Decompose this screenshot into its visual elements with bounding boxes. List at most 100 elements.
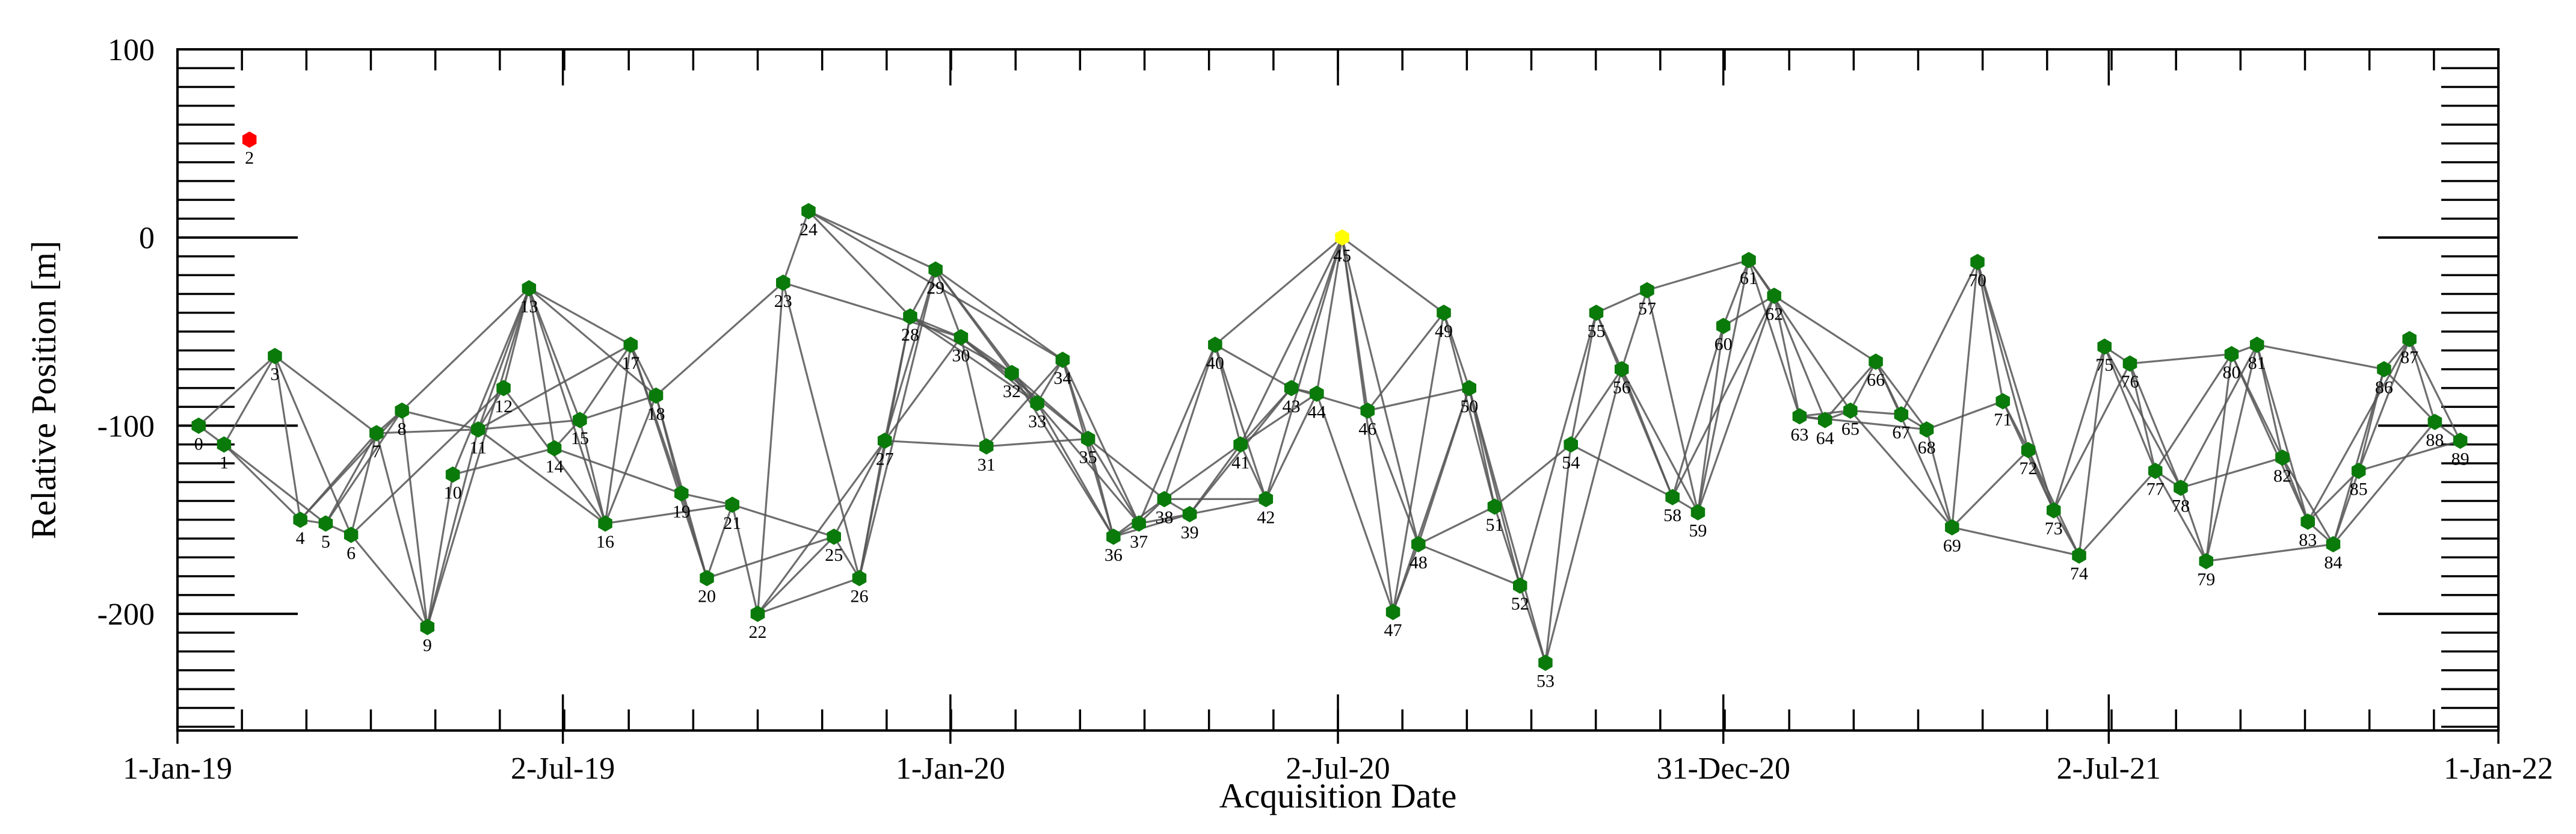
point-label-73: 73 bbox=[2045, 519, 2063, 539]
point-label-60: 60 bbox=[1715, 335, 1733, 354]
acquisition-point-14 bbox=[547, 440, 562, 457]
point-label-89: 89 bbox=[2451, 449, 2470, 469]
baseline-edge-39-42 bbox=[1189, 498, 1266, 515]
acquisition-point-61 bbox=[1742, 252, 1756, 268]
baseline-edge-82-84 bbox=[2281, 457, 2334, 545]
point-label-43: 43 bbox=[1283, 397, 1301, 416]
baseline-edge-61-63 bbox=[1748, 259, 1801, 417]
point-label-33: 33 bbox=[1028, 412, 1046, 431]
baseline-edge-16-17 bbox=[604, 344, 632, 524]
y-tick-label: 0 bbox=[139, 221, 155, 256]
baseline-edge-4-8 bbox=[299, 410, 403, 520]
acquisition-point-72 bbox=[2021, 442, 2036, 459]
acquisition-point-59 bbox=[1690, 504, 1706, 520]
baseline-edge-60-62 bbox=[1722, 295, 1775, 327]
point-label-74: 74 bbox=[2070, 564, 2088, 584]
baseline-edge-83-85 bbox=[2307, 470, 2359, 523]
baseline-edge-27-28 bbox=[884, 316, 911, 441]
acquisition-point-68 bbox=[1919, 421, 1934, 438]
baseline-edge-10-14 bbox=[452, 447, 555, 476]
baseline-edge-16-18 bbox=[604, 395, 658, 524]
acquisition-point-66 bbox=[1869, 353, 1883, 370]
point-label-67: 67 bbox=[1892, 423, 1910, 443]
baseline-edge-10-13 bbox=[452, 288, 530, 475]
acquisition-point-21 bbox=[725, 496, 739, 513]
baseline-edge-35-36 bbox=[1087, 438, 1115, 537]
point-label-21: 21 bbox=[723, 513, 741, 533]
baseline-edge-80-83 bbox=[2231, 353, 2309, 522]
x-tick-label: 1-Jan-22 bbox=[2444, 752, 2553, 786]
acquisition-point-71 bbox=[1995, 393, 2011, 410]
baseline-edge-46-48 bbox=[1366, 410, 1420, 545]
point-label-56: 56 bbox=[1613, 378, 1631, 398]
baseline-edge-79-81 bbox=[2205, 344, 2258, 561]
point-label-27: 27 bbox=[876, 449, 894, 469]
acquisition-point-62 bbox=[1767, 288, 1781, 304]
acquisition-point-84 bbox=[2326, 536, 2341, 552]
point-label-35: 35 bbox=[1079, 447, 1097, 467]
baseline-edge-46-49 bbox=[1367, 312, 1445, 412]
baseline-edge-32-35 bbox=[1011, 372, 1089, 440]
baseline-edge-11-16 bbox=[477, 428, 606, 525]
acquisition-point-51 bbox=[1487, 498, 1502, 515]
baseline-edge-59-62 bbox=[1696, 295, 1775, 513]
baseline-edge-41-43 bbox=[1239, 387, 1292, 445]
baseline-edge-37-40 bbox=[1138, 344, 1216, 524]
baseline-edge-29-30 bbox=[934, 269, 962, 338]
point-label-70: 70 bbox=[1968, 270, 1986, 290]
x-tick-label: 31-Dec-20 bbox=[1656, 752, 1790, 786]
baseline-edge-48-52 bbox=[1418, 543, 1521, 587]
baseline-edge-8-9 bbox=[401, 410, 428, 628]
point-label-58: 58 bbox=[1663, 505, 1681, 525]
baseline-edge-28-30 bbox=[910, 315, 962, 338]
point-label-52: 52 bbox=[1511, 594, 1529, 614]
baseline-edge-68-69 bbox=[1926, 429, 1953, 528]
baseline-edge-77-79 bbox=[2154, 470, 2207, 562]
baseline-edge-56-59 bbox=[1621, 368, 1699, 513]
baseline-edge-46-50 bbox=[1367, 387, 1470, 412]
acquisition-point-65 bbox=[1843, 402, 1858, 419]
baseline-edge-82-83 bbox=[2281, 457, 2309, 522]
acquisition-point-52 bbox=[1513, 577, 1527, 594]
acquisition-point-29 bbox=[928, 261, 943, 278]
baseline-edge-65-69 bbox=[1849, 410, 1953, 528]
point-label-53: 53 bbox=[1536, 671, 1555, 691]
point-label-76: 76 bbox=[2121, 372, 2139, 392]
point-label-51: 51 bbox=[1485, 515, 1503, 535]
baseline-edge-22-26 bbox=[757, 577, 860, 615]
acquisition-point-50 bbox=[1462, 380, 1476, 397]
baseline-edge-31-34 bbox=[985, 359, 1064, 447]
baseline-edge-55-57 bbox=[1595, 289, 1648, 314]
baseline-edge-11-15 bbox=[478, 419, 580, 431]
point-label-68: 68 bbox=[1918, 438, 1936, 458]
baseline-edge-53-56 bbox=[1544, 369, 1623, 663]
baseline-edge-51-52 bbox=[1493, 506, 1521, 586]
point-label-11: 11 bbox=[469, 438, 487, 458]
acquisition-point-73 bbox=[2047, 502, 2061, 519]
baseline-edge-13-18 bbox=[528, 287, 657, 397]
baseline-edge-85-87 bbox=[2358, 338, 2411, 472]
baseline-edge-22-27 bbox=[757, 440, 886, 615]
point-label-75: 75 bbox=[2095, 355, 2113, 375]
point-label-41: 41 bbox=[1231, 453, 1249, 473]
point-label-57: 57 bbox=[1638, 298, 1656, 318]
point-label-14: 14 bbox=[546, 457, 564, 477]
acquisition-point-16 bbox=[598, 515, 612, 532]
baseline-edge-86-88 bbox=[2383, 368, 2436, 423]
baseline-edge-78-81 bbox=[2180, 344, 2258, 489]
baseline-edge-41-42 bbox=[1239, 444, 1267, 500]
point-label-83: 83 bbox=[2299, 530, 2317, 550]
baseline-edge-73-75 bbox=[2053, 346, 2106, 511]
acquisition-point-77 bbox=[2148, 462, 2163, 480]
baseline-edge-67-70 bbox=[1900, 261, 1979, 415]
baseline-edge-62-63 bbox=[1773, 295, 1801, 417]
point-label-8: 8 bbox=[398, 419, 407, 439]
baseline-edge-54-58 bbox=[1570, 443, 1673, 498]
baseline-edge-76-80 bbox=[2130, 353, 2232, 365]
point-label-71: 71 bbox=[1994, 410, 2012, 430]
point-label-44: 44 bbox=[1308, 402, 1326, 422]
acquisition-point-4 bbox=[293, 511, 307, 528]
baseline-edge-37-39 bbox=[1138, 513, 1190, 525]
